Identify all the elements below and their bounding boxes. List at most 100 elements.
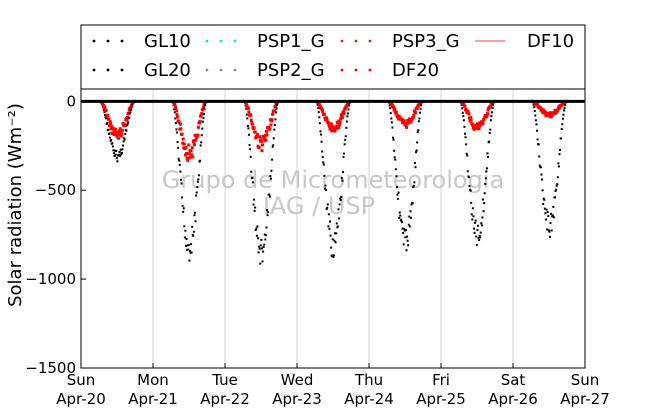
legend-item-df10: DF10 [475, 31, 574, 52]
global-radiation-point [394, 158, 397, 161]
global-radiation-point [401, 221, 403, 224]
global-radiation-point [543, 207, 546, 210]
global-radiation-point [555, 188, 558, 191]
global-radiation-point [420, 104, 423, 107]
diffuse-radiation-point [127, 108, 131, 112]
global-radiation-point [482, 198, 484, 201]
diffuse-radiation-point [342, 111, 346, 115]
diffuse-radiation-point [181, 137, 185, 141]
global-radiation-point [559, 148, 562, 151]
global-radiation-point [201, 127, 204, 130]
diffuse-radiation-point [336, 126, 340, 130]
x-tick-date: Apr-20 [56, 390, 106, 408]
global-radiation-point [419, 111, 421, 114]
global-radiation-point [465, 143, 468, 146]
global-radiation-point [479, 236, 482, 239]
diffuse-radiation-point [115, 131, 119, 135]
global-radiation-point [464, 136, 467, 139]
global-radiation-point [197, 178, 200, 181]
x-tick-day: Sun [67, 371, 96, 389]
global-radiation-point [123, 138, 126, 141]
global-radiation-point [463, 125, 466, 128]
x-tick-day: Fri [432, 371, 450, 389]
diffuse-radiation-point [547, 113, 551, 117]
global-radiation-point [415, 149, 418, 152]
x-tick-day: Mon [137, 371, 169, 389]
global-radiation-point [126, 123, 129, 126]
global-radiation-point [561, 123, 564, 126]
diffuse-radiation-point [200, 112, 204, 116]
global-radiation-point [321, 156, 324, 159]
global-radiation-point [249, 155, 252, 158]
global-radiation-point [482, 210, 485, 213]
global-radiation-point [397, 197, 400, 200]
global-radiation-point [485, 170, 488, 173]
grid-lines [152, 88, 514, 368]
global-radiation-point [560, 128, 563, 131]
global-radiation-point [480, 224, 483, 227]
global-radiation-point [246, 117, 249, 120]
legend-marker [340, 39, 344, 43]
global-radiation-point [179, 170, 182, 173]
diffuse-radiation-point [265, 133, 269, 137]
global-radiation-point [318, 122, 321, 125]
global-radiation-point [245, 107, 248, 110]
global-radiation-point [534, 114, 537, 117]
diffuse-radiation-point [479, 122, 483, 126]
global-radiation-point [340, 177, 343, 180]
global-radiation-point [269, 175, 272, 178]
global-radiation-point [547, 214, 550, 217]
global-radiation-point [541, 189, 544, 192]
diffuse-radiation-point [339, 117, 343, 121]
diffuse-radiation-point [111, 132, 115, 136]
diffuse-radiation-point [407, 117, 411, 121]
global-radiation-point [403, 229, 406, 232]
diffuse-radiation-point [543, 110, 547, 114]
global-radiation-point [187, 243, 190, 246]
diffuse-radiation-point [327, 124, 331, 128]
global-radiation-point [409, 210, 412, 213]
diffuse-radiation-point [394, 110, 398, 114]
diffuse-radiation-point [406, 118, 410, 122]
global-radiation-point [473, 231, 476, 234]
global-radiation-point [264, 234, 267, 237]
diffuse-radiation-point [329, 122, 333, 126]
global-radiation-point [388, 104, 391, 107]
legend-label: PSP2_G [257, 60, 325, 81]
global-radiation-point [485, 167, 488, 170]
diffuse-radiation-point [183, 153, 187, 157]
diffuse-radiation-point [190, 153, 194, 157]
diffuse-radiation-point [196, 133, 200, 137]
x-tick-date: Apr-22 [200, 390, 250, 408]
global-radiation-point [474, 219, 477, 222]
legend-item-df20: DF20 [340, 60, 439, 81]
diffuse-radiation-point [113, 132, 117, 136]
global-radiation-point [347, 108, 350, 111]
global-radiation-point [274, 118, 277, 121]
legend-label: PSP3_G [392, 31, 460, 52]
global-radiation-point [480, 222, 483, 225]
global-radiation-point [547, 229, 550, 232]
global-radiation-point [127, 121, 130, 124]
global-radiation-point [343, 152, 346, 155]
global-radiation-point [248, 133, 250, 136]
diffuse-radiation-point [194, 138, 198, 142]
global-radiation-point [406, 239, 409, 242]
global-radiation-point [465, 152, 468, 155]
global-radiation-point [413, 162, 416, 165]
global-radiation-point [464, 132, 466, 135]
global-radiation-point [552, 205, 555, 208]
diffuse-radiation-point [335, 124, 339, 128]
global-radiation-point [181, 204, 184, 207]
global-radiation-point [538, 164, 541, 167]
global-radiation-point [319, 130, 322, 133]
global-radiation-point [272, 144, 275, 147]
legend-label: DF10 [527, 31, 574, 52]
global-radiation-point [326, 203, 329, 206]
diffuse-radiation-point [405, 125, 408, 129]
global-radiation-point [478, 234, 481, 237]
diffuse-radiation-point [249, 118, 253, 122]
global-radiation-point [323, 187, 326, 190]
global-radiation-point [248, 144, 251, 147]
global-radiation-point [399, 218, 402, 221]
